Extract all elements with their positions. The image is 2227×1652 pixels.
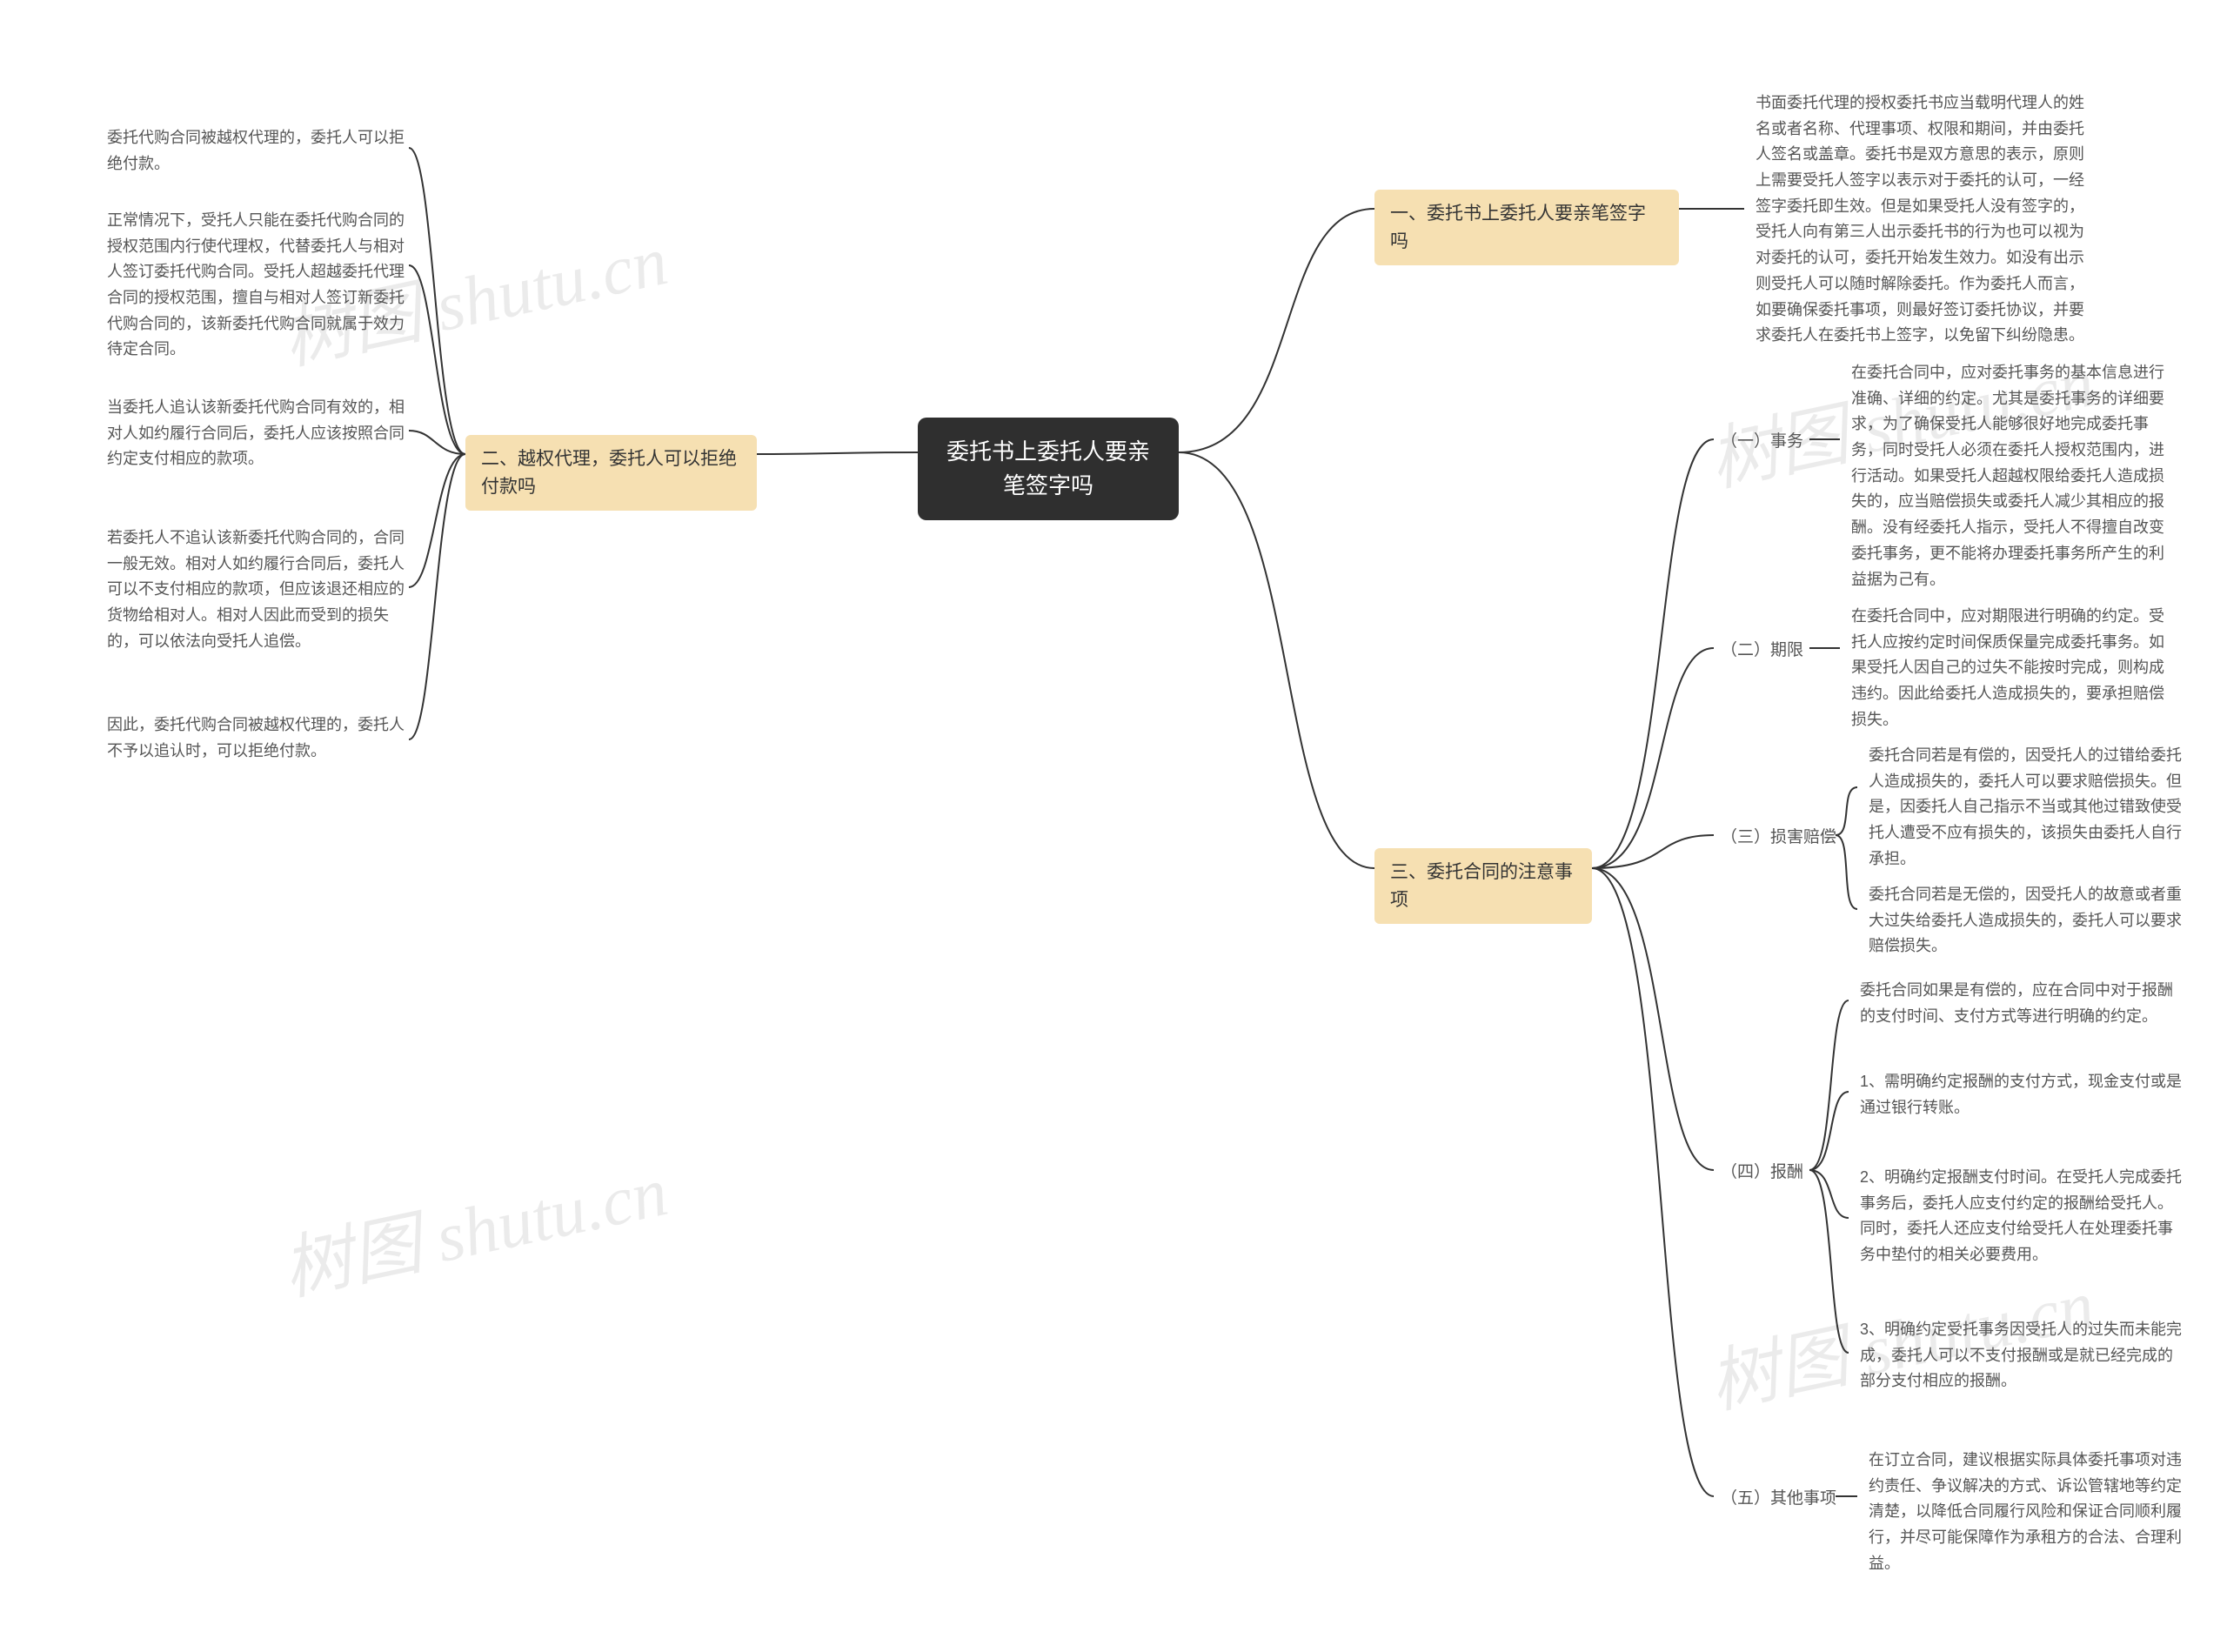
branch-3-sub-5-leaf: 在订立合同，建议根据实际具体委托事项对违约责任、争议解决的方式、诉讼管辖地等约定… <box>1862 1444 2201 1580</box>
branch-2-leaf-3: 当委托人追认该新委托代购合同有效的，相对人如约履行合同后，委托人应该按照合同约定… <box>100 391 413 476</box>
branch-3-sub-5[interactable]: （五）其他事项 <box>1714 1483 1843 1515</box>
branch-1-leaf: 书面委托代理的授权委托书应当载明代理人的姓名或者名称、代理事项、权限和期间，并由… <box>1749 87 2097 352</box>
branch-3-sub-3-leaf-2: 委托合同若是无偿的，因受托人的故意或者重大过失给委托人造成损失的，委托人可以要求… <box>1862 879 2201 963</box>
watermark: 树图 shutu.cn <box>272 1135 675 1315</box>
branch-2[interactable]: 二、越权代理，委托人可以拒绝付款吗 <box>465 435 757 511</box>
branch-3-sub-4-leaf-3: 2、明确约定报酬支付时间。在受托人完成委托事务后，委托人应支付约定的报酬给受托人… <box>1853 1161 2192 1272</box>
branch-3-sub-4-leaf-1: 委托合同如果是有偿的，应在合同中对于报酬的支付时间、支付方式等进行明确的约定。 <box>1853 974 2192 1033</box>
branch-3-sub-1-leaf: 在委托合同中，应对委托事务的基本信息进行准确、详细的约定。尤其是委托事务的详细要… <box>1844 357 2184 596</box>
branch-2-leaf-2: 正常情况下，受托人只能在委托代购合同的授权范围内行使代理权，代替委托人与相对人签… <box>100 204 413 366</box>
branch-2-leaf-5: 因此，委托代购合同被越权代理的，委托人不予以追认时，可以拒绝付款。 <box>100 709 413 767</box>
root-node[interactable]: 委托书上委托人要亲笔签字吗 <box>918 418 1179 520</box>
branch-3-sub-4-leaf-2: 1、需明确约定报酬的支付方式，现金支付或是通过银行转账。 <box>1853 1066 2192 1124</box>
branch-3-sub-4[interactable]: （四）报酬 <box>1714 1157 1810 1189</box>
branch-3-sub-2-leaf: 在委托合同中，应对期限进行明确的约定。受托人应按约定时间保质保量完成委托事务。如… <box>1844 600 2184 736</box>
branch-2-leaf-1: 委托代购合同被越权代理的，委托人可以拒绝付款。 <box>100 122 413 180</box>
branch-3-sub-3[interactable]: （三）损害赔偿 <box>1714 822 1843 854</box>
branch-3-sub-3-leaf-1: 委托合同若是有偿的，因受托人的过错给委托人造成损失的，委托人可以要求赔偿损失。但… <box>1862 739 2201 875</box>
branch-3-sub-1[interactable]: （一）事务 <box>1714 426 1810 458</box>
branch-1[interactable]: 一、委托书上委托人要亲笔签字吗 <box>1374 190 1679 265</box>
branch-3-sub-4-leaf-4: 3、明确约定受托事务因受托人的过失而未能完成，委托人可以不支付报酬或是就已经完成… <box>1853 1314 2192 1398</box>
branch-3[interactable]: 三、委托合同的注意事项 <box>1374 848 1592 924</box>
branch-2-leaf-4: 若委托人不追认该新委托代购合同的，合同一般无效。相对人如约履行合同后，委托人可以… <box>100 522 413 658</box>
branch-3-sub-2[interactable]: （二）期限 <box>1714 635 1810 667</box>
